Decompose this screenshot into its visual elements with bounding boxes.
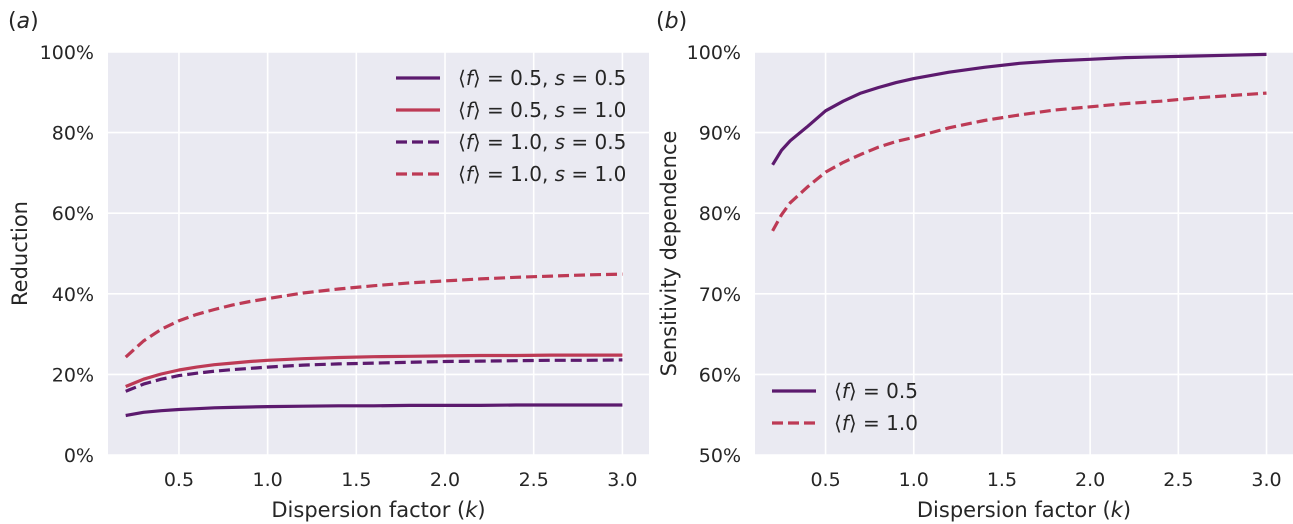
panel-label: (b) [656,9,687,34]
series-line [771,52,1267,166]
x-tick-label: 3.0 [1251,469,1281,491]
plot-area [108,52,649,455]
y-tick-label: 50% [699,445,741,467]
y-tick-label: 40% [52,284,94,306]
series-line [125,403,623,418]
panel-label: (a) [8,9,39,34]
series-line [125,353,623,388]
y-tick-label: 70% [699,284,741,306]
x-tick-label: 2.0 [1075,469,1105,491]
y-tick-label: 60% [52,203,94,225]
plot-area [755,52,1293,455]
series-line [124,272,623,359]
x-tick-label: 0.5 [810,469,840,491]
y-tick-label: 100% [687,42,741,64]
x-tick-label: 2.0 [430,469,460,491]
y-tick-label: 90% [699,123,741,145]
y-tick-label: 0% [64,445,94,467]
legend-label: ⟨f⟩ = 1.0, s = 1.0 [458,162,626,186]
panel-b: 0.5 1.0 1.5 2.0 2.5 3.0 50% 60% 70% 80% 90% 100% Dis… [656,9,1293,522]
legend-label: ⟨f⟩ = 1.0 [834,411,918,435]
y-tick-label: 80% [699,203,741,225]
x-tick-label: 3.0 [607,469,637,491]
y-axis-label: Reduction [8,201,32,306]
x-tick-label: 0.5 [164,469,194,491]
panel-a: 0.5 1.0 1.5 2.0 2.5 3.0 0% 20% 40% 60% 80% 100% Disp… [8,9,649,522]
series-line [125,358,623,393]
y-tick-label: 100% [40,42,94,64]
legend-label: ⟨f⟩ = 1.0, s = 0.5 [458,130,626,154]
x-tick-label: 2.5 [1163,469,1193,491]
y-tick-label: 60% [699,364,741,386]
legend-label: ⟨f⟩ = 0.5, s = 1.0 [458,98,626,122]
y-tick-label: 20% [52,364,94,386]
x-tick-label: 1.5 [341,469,371,491]
y-axis-label: Sensitivity dependence [657,131,681,377]
legend-label: ⟨f⟩ = 0.5, s = 0.5 [458,66,626,90]
x-tick-label: 2.5 [519,469,549,491]
series-line [771,91,1267,232]
x-tick-label: 1.0 [899,469,929,491]
x-tick-label: 1.5 [987,469,1017,491]
legend-label: ⟨f⟩ = 0.5 [834,379,918,403]
x-tick-label: 1.0 [253,469,283,491]
x-axis-label: Dispersion factor (k) [271,498,485,522]
y-tick-label: 80% [52,123,94,145]
x-axis-label: Dispersion factor (k) [917,498,1131,522]
